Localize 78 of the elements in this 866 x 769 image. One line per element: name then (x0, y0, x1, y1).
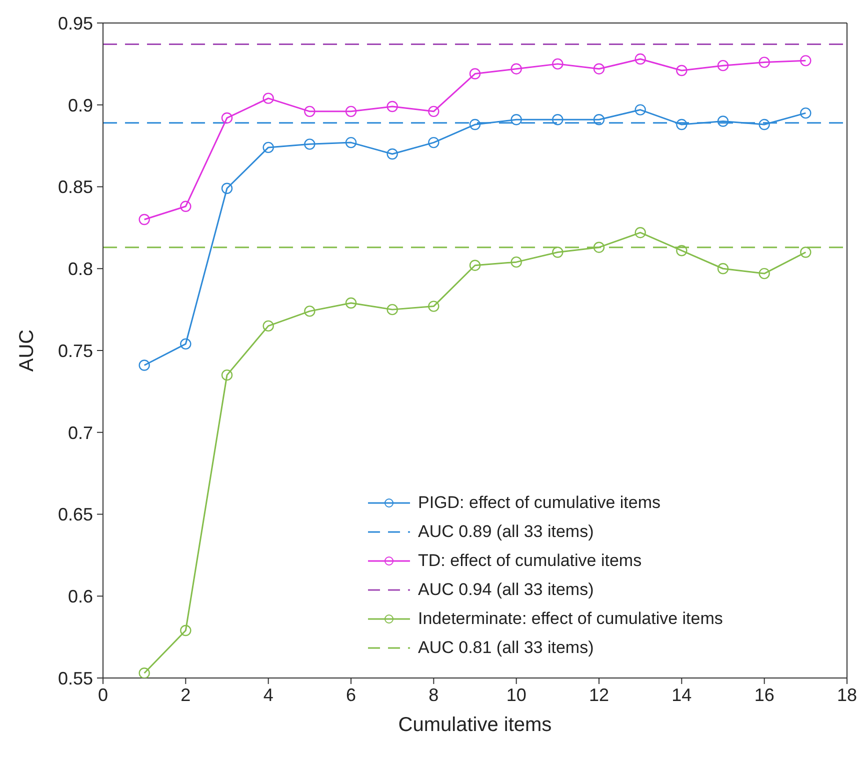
point (221, 182, 233, 194)
point (552, 246, 564, 258)
point (428, 106, 440, 118)
point (180, 624, 192, 636)
point (717, 116, 729, 127)
point (676, 118, 688, 130)
point (552, 58, 564, 70)
point (552, 114, 564, 126)
point (717, 60, 729, 72)
point (386, 100, 398, 112)
point (676, 245, 688, 256)
point (469, 68, 481, 80)
y-tick-label: 0.55 (58, 668, 93, 688)
y-axis-title: AUC (16, 329, 38, 372)
y-tick-label: 0.65 (58, 504, 93, 525)
point (634, 53, 646, 65)
y-tick-label: 0.95 (58, 13, 93, 34)
x-tick-label: 6 (346, 684, 356, 705)
point (262, 320, 274, 332)
point (345, 297, 357, 309)
y-tick-label: 0.75 (58, 340, 93, 361)
point (593, 114, 605, 126)
point (221, 369, 233, 381)
point (510, 114, 522, 126)
legend-label: AUC 0.89 (all 33 items) (418, 522, 594, 542)
x-tick-label: 18 (836, 684, 858, 705)
point (634, 227, 646, 238)
point (800, 55, 812, 66)
point (469, 260, 481, 271)
point (304, 138, 316, 150)
point (262, 92, 274, 104)
y-tick-label: 0.6 (68, 586, 93, 607)
x-tick-label: 16 (754, 684, 774, 705)
point (758, 118, 770, 130)
point (180, 338, 192, 350)
point (138, 360, 150, 371)
x-tick-label: 10 (506, 684, 526, 705)
y-tick-label: 0.8 (68, 259, 93, 280)
point (758, 268, 770, 280)
legend-label: PIGD: effect of cumulative items (418, 492, 660, 512)
point (634, 104, 646, 116)
point (304, 106, 316, 118)
point (262, 142, 274, 154)
y-tick-label: 0.9 (68, 95, 93, 116)
point (800, 107, 812, 119)
x-tick-label: 4 (263, 684, 274, 705)
x-tick-label: 12 (588, 684, 610, 705)
point (510, 256, 522, 268)
point (758, 56, 770, 68)
point (386, 304, 398, 316)
point (676, 64, 688, 76)
x-tick-label: 8 (428, 684, 439, 705)
point (717, 263, 729, 274)
y-tick-label: 0.85 (58, 177, 93, 198)
point (593, 63, 605, 74)
x-axis-title: Cumulative items (398, 714, 552, 736)
point (428, 136, 440, 148)
point (138, 214, 150, 226)
point (800, 246, 812, 258)
point (138, 667, 150, 678)
point (345, 106, 357, 118)
legend-label: AUC 0.81 (all 33 items) (418, 638, 594, 658)
point (593, 242, 605, 253)
point (304, 306, 316, 317)
legend-label: Indeterminate: effect of cumulative items (418, 608, 723, 628)
legend-label: AUC 0.94 (all 33 items) (418, 580, 594, 600)
point (510, 63, 522, 74)
x-tick-label: 0 (98, 684, 108, 705)
point (180, 200, 192, 212)
point (386, 148, 398, 160)
point (345, 136, 357, 148)
legend-label: TD: effect of cumulative items (418, 550, 642, 570)
x-tick-label: 14 (672, 684, 692, 705)
point (469, 118, 481, 130)
point (428, 300, 440, 312)
x-tick-label: 2 (180, 684, 191, 705)
y-tick-label: 0.7 (68, 422, 93, 443)
point (221, 112, 233, 124)
